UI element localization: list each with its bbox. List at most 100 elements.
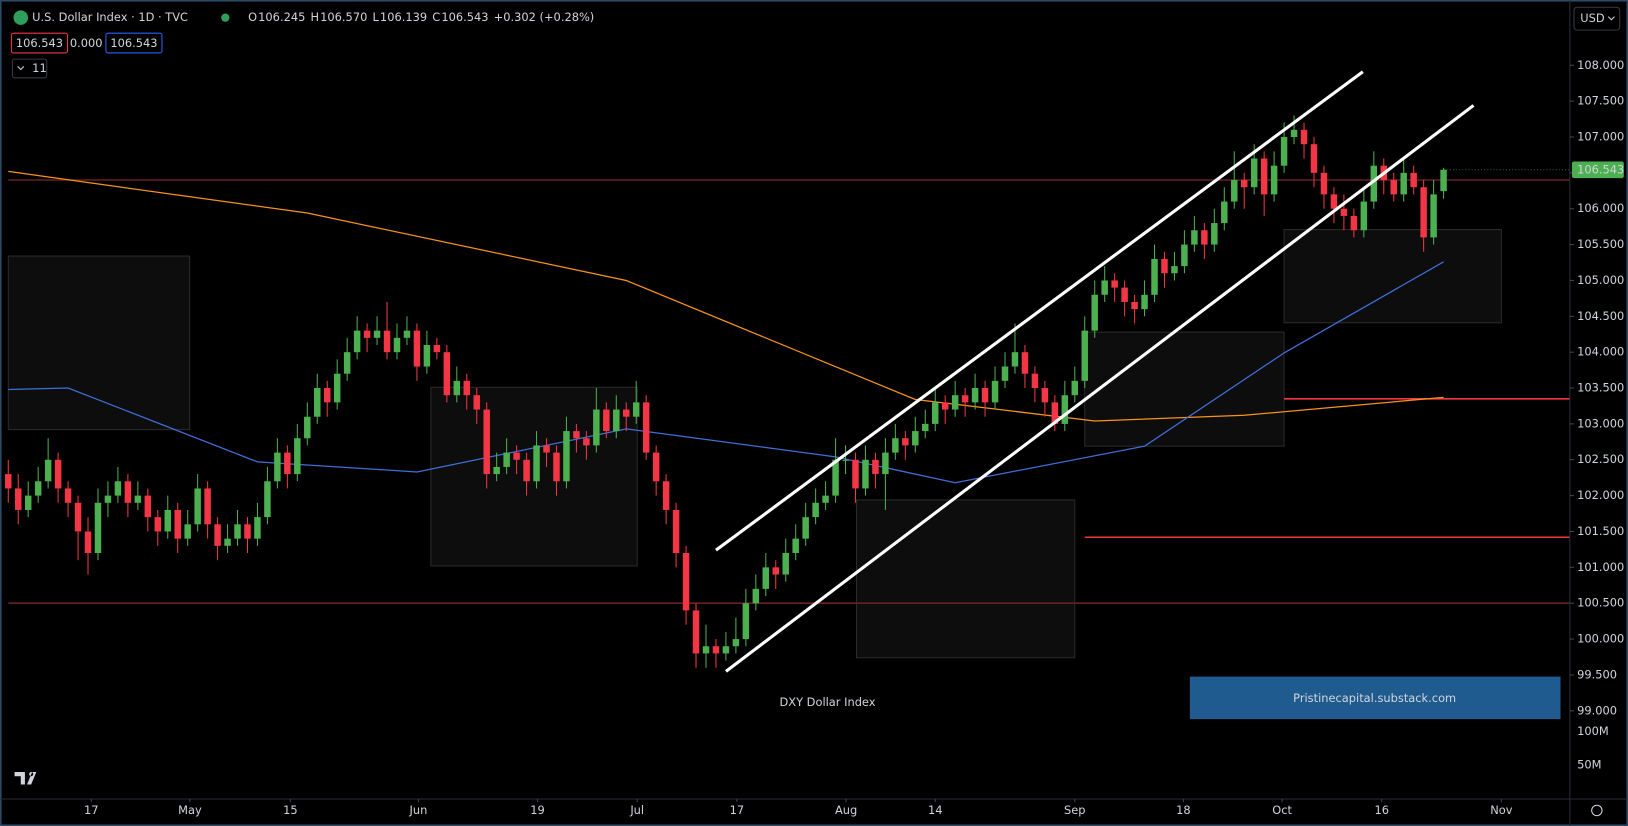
candle-body: [1330, 194, 1338, 209]
candle-body: [1161, 258, 1168, 274]
candle-body: [473, 395, 480, 410]
candle-body: [114, 481, 122, 496]
candle-body: [1231, 180, 1238, 202]
candle-body: [1350, 215, 1358, 231]
candle-body: [1400, 172, 1407, 195]
candle-body: [692, 610, 700, 654]
x-tick-label: Sep: [1064, 803, 1086, 817]
candle-body: [862, 459, 869, 489]
candle-body: [393, 337, 401, 353]
candle-body: [363, 330, 371, 338]
candle-body: [912, 431, 919, 446]
candle-body: [194, 488, 201, 525]
price-box-text: 0.000: [70, 36, 103, 50]
candle-body: [443, 352, 451, 396]
currency-button[interactable]: [1573, 6, 1621, 31]
candle-body: [5, 474, 12, 489]
legend-key: C: [432, 10, 440, 24]
volume-tick-label: 50M: [1577, 757, 1601, 771]
candle-body: [1300, 129, 1308, 145]
candle-body: [1131, 301, 1138, 310]
candle-body: [902, 438, 909, 446]
candle-body: [782, 553, 789, 575]
candle-body: [583, 438, 590, 446]
legend-value: 106.245: [258, 10, 305, 24]
candle-body: [24, 495, 32, 510]
candle-body: [1430, 194, 1437, 238]
candle-body: [941, 402, 949, 410]
x-tick-label: 14: [928, 803, 943, 817]
tv-logo: [14, 772, 37, 785]
candle-body: [832, 459, 839, 496]
candle-body: [991, 380, 999, 403]
y-tick-label: 105.000: [1577, 273, 1624, 287]
candle-body: [1211, 223, 1218, 245]
watermark: DXY Dollar Index: [779, 695, 875, 709]
currency-label[interactable]: USD: [1580, 11, 1605, 25]
candle-body: [204, 488, 211, 525]
market-status: [221, 13, 230, 22]
candle-body: [573, 431, 580, 439]
candle-body: [1420, 187, 1427, 238]
candle-body: [403, 330, 411, 338]
candle-body: [44, 459, 52, 482]
candle-body: [224, 538, 231, 546]
candle-body: [523, 459, 530, 482]
candle-body: [971, 388, 979, 403]
zone: [855, 499, 1076, 659]
candle-body: [1310, 144, 1318, 173]
moving-average: [8, 170, 1444, 422]
candle-body: [214, 524, 221, 546]
candle-body: [1171, 266, 1178, 274]
x-tick-label: 15: [283, 803, 298, 817]
candle-body: [174, 509, 181, 539]
y-tick-label: 101.500: [1577, 524, 1624, 538]
candle-body: [623, 409, 630, 417]
candle-body: [513, 452, 520, 460]
ohlc-legend: O 106.245 H 106.570 L 106.139 C 106.543 +0.302 (…: [248, 10, 594, 24]
candle-body: [892, 438, 899, 453]
price-box: [105, 32, 163, 54]
x-tick-label: Jul: [629, 803, 644, 817]
price-box-text: 106.543: [16, 36, 63, 50]
candle-body: [981, 388, 989, 403]
candle-body: [323, 388, 331, 403]
candle-body: [184, 524, 191, 539]
candle-body: [822, 495, 829, 503]
candle-body: [961, 395, 969, 403]
legend-key: H: [311, 10, 320, 24]
settings-icon[interactable]: [1591, 804, 1603, 817]
x-tick-label: 16: [1375, 803, 1390, 817]
candle-body: [503, 452, 510, 467]
candle-body: [453, 380, 461, 396]
y-tick-label: 102.000: [1577, 488, 1624, 502]
candle-body: [662, 481, 670, 510]
candle-body: [314, 388, 321, 417]
y-tick-label: 108.000: [1577, 58, 1624, 72]
candle-body: [493, 466, 500, 475]
candle-body: [1260, 158, 1268, 195]
y-tick-label: 100.500: [1577, 596, 1624, 610]
symbol-title[interactable]: U.S. Dollar Index · 1D · TVC: [32, 10, 188, 24]
candle-body: [1440, 169, 1447, 192]
candle-body: [1360, 201, 1368, 231]
y-tick-label: 103.500: [1577, 381, 1624, 395]
candle-body: [812, 502, 819, 518]
candle-body: [264, 481, 271, 518]
volume-tick-label: 100M: [1577, 724, 1609, 738]
candle-body: [533, 445, 540, 482]
x-tick-label: 19: [530, 803, 545, 817]
y-tick-label: 99.500: [1577, 667, 1617, 681]
candle-body: [762, 567, 770, 589]
candle-body: [144, 495, 152, 518]
candle-body: [553, 452, 560, 482]
candle-body: [94, 502, 102, 554]
candle-body: [234, 524, 241, 539]
candle-body: [1181, 244, 1188, 267]
candle-body: [1280, 136, 1288, 166]
collapse-count[interactable]: 11: [32, 61, 47, 75]
collapse-button[interactable]: [11, 58, 48, 79]
